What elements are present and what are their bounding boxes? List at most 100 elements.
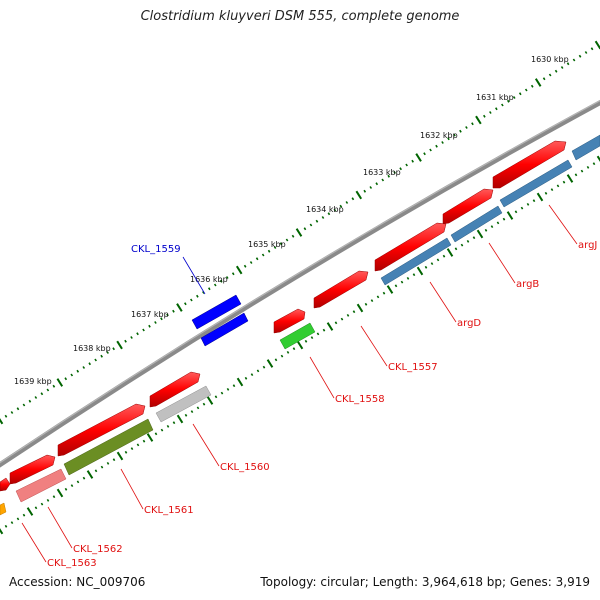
cog-box-CKL_1562[interactable] bbox=[15, 468, 67, 503]
inner-tick-71 bbox=[172, 421, 176, 425]
inner-tick-44 bbox=[334, 321, 338, 325]
outer-tick-59 bbox=[243, 264, 247, 268]
outer-tick-14 bbox=[512, 96, 516, 99]
inner-tick-63 bbox=[220, 391, 224, 395]
outer-tick-35 bbox=[387, 174, 390, 178]
inner-tick-39 bbox=[364, 302, 368, 306]
inner-tick-41 bbox=[352, 310, 356, 314]
inner-tick-67 bbox=[196, 406, 200, 410]
inner-tick-9 bbox=[544, 191, 548, 195]
gene-arrow-CKL_1557[interactable] bbox=[313, 270, 369, 309]
inner-tick-15 bbox=[506, 211, 514, 220]
cog-box-CKL_1563[interactable] bbox=[0, 502, 7, 516]
outer-tick-28 bbox=[429, 148, 432, 152]
inner-tick-18 bbox=[490, 225, 494, 229]
gene-label-CKL_1558[interactable]: CKL_1558 bbox=[335, 394, 385, 405]
genome-summary-text: Topology: circular; Length: 3,964,618 bp… bbox=[260, 575, 590, 589]
inner-tick-56 bbox=[262, 365, 266, 369]
inner-tick-61 bbox=[232, 384, 236, 388]
outer-tick-5 bbox=[566, 62, 570, 66]
inner-tick-70 bbox=[176, 414, 184, 424]
gene-label-CKL_1562[interactable]: CKL_1562 bbox=[73, 544, 123, 555]
inner-tick-22 bbox=[466, 239, 470, 243]
scale-label-1631: 1631 kbp bbox=[476, 93, 514, 102]
inner-tick-51 bbox=[292, 347, 296, 351]
gene-label-argJ[interactable]: argJ bbox=[578, 240, 597, 251]
inner-tick-73 bbox=[160, 428, 164, 432]
inner-tick-35 bbox=[386, 285, 394, 294]
gene-label-CKL_1557[interactable]: CKL_1557 bbox=[388, 362, 438, 373]
leader-CKL_1562 bbox=[47, 506, 73, 549]
outer-tick-46 bbox=[321, 216, 325, 219]
cog-box-argD[interactable] bbox=[380, 237, 452, 286]
inner-tick-96 bbox=[22, 513, 26, 517]
outer-tick-26 bbox=[441, 141, 444, 144]
outer-tick-36 bbox=[381, 178, 385, 182]
outer-tick-55 bbox=[267, 249, 271, 253]
inner-tick-91 bbox=[52, 495, 56, 499]
inner-tick-87 bbox=[76, 480, 80, 484]
scale-label-1634: 1634 kbp bbox=[306, 205, 344, 214]
cog-box-argJ-2[interactable] bbox=[571, 134, 600, 161]
gene-label-CKL_1563[interactable]: CKL_1563 bbox=[47, 558, 97, 569]
gene-arrow-CKL_1561[interactable] bbox=[57, 403, 146, 457]
outer-tick-84 bbox=[94, 358, 97, 362]
cog-box-CKL_1559-b[interactable] bbox=[200, 312, 249, 347]
outer-tick-11 bbox=[530, 84, 534, 88]
gene-arrow-CKL_1558[interactable] bbox=[273, 308, 306, 334]
inner-tick-28 bbox=[430, 262, 434, 266]
outer-tick-77 bbox=[136, 332, 139, 336]
outer-tick-21 bbox=[471, 122, 474, 126]
outer-tick-20 bbox=[475, 115, 482, 125]
inner-tick-6 bbox=[562, 180, 566, 184]
gene-label-argD[interactable]: argD bbox=[457, 318, 481, 329]
outer-tick-62 bbox=[225, 276, 229, 279]
inner-tick-ring bbox=[0, 155, 600, 535]
inner-tick-66 bbox=[202, 402, 206, 406]
gene-arrow-argD[interactable] bbox=[374, 222, 447, 272]
gene-arrow-CKL_1560[interactable] bbox=[149, 371, 201, 408]
outer-tick-66 bbox=[202, 291, 205, 294]
inner-tick-77 bbox=[136, 443, 140, 447]
inner-tick-45 bbox=[326, 322, 334, 331]
outer-tick-23 bbox=[459, 129, 462, 133]
inner-tick-5 bbox=[566, 174, 574, 183]
inner-tick-4 bbox=[574, 173, 578, 177]
outer-tick-30 bbox=[415, 153, 422, 162]
outer-tick-37 bbox=[375, 182, 379, 186]
outer-tick-12 bbox=[524, 88, 528, 92]
scale-label-1633: 1633 kbp bbox=[363, 168, 401, 177]
gene-label-CKL_1560[interactable]: CKL_1560 bbox=[220, 462, 270, 473]
outer-tick-50 bbox=[295, 228, 303, 237]
cog-box-CKL_1558[interactable] bbox=[279, 322, 316, 350]
inner-tick-14 bbox=[514, 210, 518, 214]
outer-tick-95 bbox=[28, 399, 32, 403]
inner-tick-81 bbox=[112, 458, 116, 462]
leader-CKL_1560 bbox=[192, 423, 220, 467]
cog-box-argB[interactable] bbox=[450, 205, 503, 243]
outer-tick-65 bbox=[208, 287, 211, 291]
outer-tick-58 bbox=[249, 261, 253, 264]
inner-tick-100 bbox=[0, 528, 4, 535]
cog-box-CKL_1560[interactable] bbox=[155, 385, 212, 423]
cog-box-CKL_1559-a[interactable] bbox=[191, 294, 242, 330]
inner-tick-46 bbox=[322, 328, 326, 332]
gene-label-CKL_1559[interactable]: CKL_1559 bbox=[131, 244, 181, 255]
inner-tick-48 bbox=[310, 336, 314, 340]
cog-box-CKL_1561[interactable] bbox=[63, 418, 154, 476]
inner-tick-11 bbox=[532, 199, 536, 203]
scale-label-1630: 1630 kbp bbox=[531, 55, 569, 64]
leader-CKL_1558 bbox=[309, 356, 335, 399]
cog-box-argJ[interactable] bbox=[499, 159, 573, 208]
outer-tick-81 bbox=[112, 347, 115, 351]
gene-label-argB[interactable]: argB bbox=[516, 279, 539, 290]
outer-tick-99 bbox=[4, 414, 8, 418]
gene-arrow-CKL_1563[interactable] bbox=[0, 477, 11, 492]
inner-tick-0 bbox=[596, 155, 600, 162]
inner-tick-43 bbox=[340, 317, 344, 321]
gene-label-CKL_1561[interactable]: CKL_1561 bbox=[144, 505, 194, 516]
outer-tick-48 bbox=[309, 223, 313, 227]
outer-tick-51 bbox=[291, 234, 295, 238]
gene-arrow-argJ[interactable] bbox=[492, 140, 567, 189]
forward-genes bbox=[0, 140, 567, 492]
